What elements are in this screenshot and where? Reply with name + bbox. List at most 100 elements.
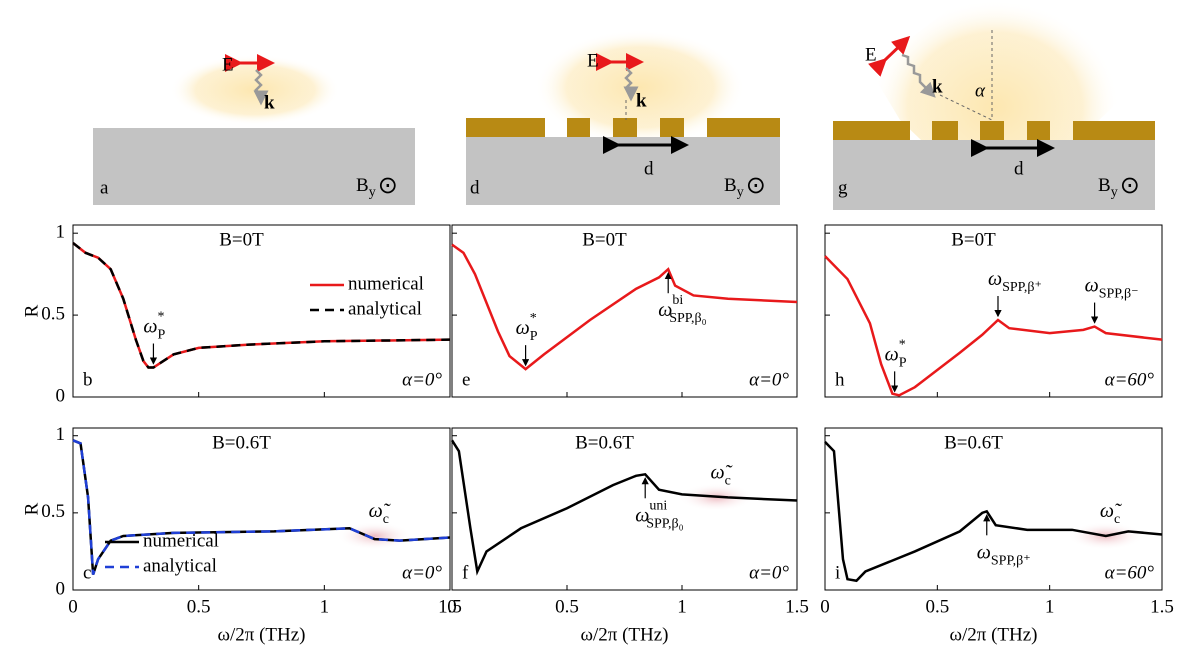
field-label: B=0.6T xyxy=(944,432,1003,453)
y-tick-label: 0 xyxy=(56,578,66,599)
plot-frame xyxy=(451,224,798,398)
panel-label: e xyxy=(462,369,470,390)
annotation-sup: * xyxy=(899,338,906,353)
annotation-sup: bi xyxy=(672,293,683,308)
y-tick-label: 0.5 xyxy=(41,303,65,324)
angle-label: α=60° xyxy=(1105,369,1155,390)
panel-label: b xyxy=(83,369,93,390)
series-line xyxy=(72,439,451,575)
k-arrow xyxy=(901,53,936,98)
k-arrow xyxy=(253,69,269,106)
e-label: E xyxy=(222,54,234,75)
x-tick-label: 0.5 xyxy=(187,596,211,617)
series-line xyxy=(72,439,451,575)
field-label: B=0T xyxy=(582,229,627,250)
x-tick-label: 1 xyxy=(677,596,687,617)
annotation: ω* P xyxy=(885,338,907,371)
annotation-sub: SPP,β⁺ xyxy=(991,554,1031,569)
angle-label: α=0° xyxy=(749,369,789,390)
plot-frame xyxy=(72,224,451,398)
x-axis-label: ω/2π (THz) xyxy=(949,624,1037,645)
light-glow xyxy=(870,0,1120,215)
field-label: B=0.6T xyxy=(212,432,271,453)
annotation-sub: SPP,β₀ xyxy=(669,311,706,326)
angle-label: α=0° xyxy=(402,369,442,390)
series-line xyxy=(824,255,1163,397)
annotation-sub: c xyxy=(725,474,731,489)
annotation-sup: * xyxy=(158,310,165,325)
x-tick-label: 1.5 xyxy=(438,596,462,617)
y-axis-label: R xyxy=(21,304,42,317)
x-tick-label: 1 xyxy=(320,596,330,617)
series-line xyxy=(451,243,798,371)
field-label: By⊙ xyxy=(1098,173,1140,201)
plot-frame xyxy=(451,427,798,591)
x-tick-label: 0 xyxy=(68,596,78,617)
k-label: k xyxy=(932,76,943,97)
panel-label: d xyxy=(470,177,480,198)
period-label: d xyxy=(1014,158,1024,179)
annotation-sub: P xyxy=(899,356,907,371)
panel-label: c xyxy=(83,562,91,583)
guide xyxy=(939,94,993,121)
annotation: ωSPP,β⁺ xyxy=(977,541,1031,569)
panel-label: g xyxy=(838,177,848,198)
legend-label: numerical xyxy=(143,530,219,551)
angle-label: α=0° xyxy=(749,562,789,583)
field-label: B=0.6T xyxy=(575,432,634,453)
k-label: k xyxy=(264,92,275,113)
y-axis-label: R xyxy=(21,502,42,515)
grating xyxy=(466,118,780,137)
diagram-g: E k α d g By⊙ xyxy=(833,0,1155,215)
x-tick-label: 0 xyxy=(447,596,457,617)
series-line xyxy=(450,439,798,576)
annotation-sub: SPP,β⁻ xyxy=(1099,287,1139,302)
annotation-symbol: ω xyxy=(1085,274,1099,296)
annotation-glow xyxy=(336,522,413,550)
x-tick-label: 1 xyxy=(1045,596,1055,617)
annotation-sub: SPP,β⁺ xyxy=(1002,280,1042,295)
annotation-symbol: ω xyxy=(635,504,649,526)
field-label: B=0T xyxy=(951,229,996,250)
annotation-symbol: ω xyxy=(143,315,157,337)
annotation-symbol: ω xyxy=(885,343,899,365)
diagram-d: E k d d By⊙ xyxy=(466,30,780,205)
field-label: B=0T xyxy=(219,229,264,250)
x-tick-label: 0.5 xyxy=(925,596,949,617)
series-line xyxy=(824,441,1163,583)
x-tick-label: 1.5 xyxy=(1150,596,1174,617)
angle-label: α xyxy=(975,80,986,101)
legend-label: analytical xyxy=(143,555,217,576)
annotation: ωbi SPP,β₀ xyxy=(658,293,706,326)
legend-label: analytical xyxy=(348,298,422,319)
panel-label: i xyxy=(835,562,840,583)
annotation-symbol: ω xyxy=(658,299,672,321)
x-axis-label: ω/2π (THz) xyxy=(217,624,305,645)
e-label: E xyxy=(587,50,599,71)
k-label: k xyxy=(636,90,647,111)
annotation-sub: c xyxy=(383,512,389,527)
plot-frame xyxy=(824,224,1163,398)
panel: 00.510 0.5 1 1.5ω/2π (THz)R ω̃cB=0.6Tc α=0°nu… xyxy=(21,424,462,645)
e-label: E xyxy=(865,44,877,65)
annotation-sub: P xyxy=(158,328,166,343)
annotation-sup: * xyxy=(530,311,537,326)
angle-label: α=0° xyxy=(402,562,442,583)
plot-frame xyxy=(72,427,451,591)
x-tick-label: 0 xyxy=(820,596,830,617)
field-label: By⊙ xyxy=(724,173,766,201)
annotation-sub: SPP,β₀ xyxy=(646,517,683,532)
legend-label: numerical xyxy=(348,273,424,294)
annotation: ω* P xyxy=(143,310,165,343)
field-label: By⊙ xyxy=(356,173,398,201)
x-tick-label: 0.5 xyxy=(555,596,579,617)
panel-label: h xyxy=(835,369,845,390)
x-axis-label: ω/2π (THz) xyxy=(580,624,668,645)
angle-label: α=60° xyxy=(1105,562,1155,583)
plot-frame xyxy=(824,427,1163,591)
y-tick-label: 1 xyxy=(56,222,66,243)
annotation-sub: c xyxy=(1114,512,1120,527)
y-tick-label: 1 xyxy=(56,424,66,445)
